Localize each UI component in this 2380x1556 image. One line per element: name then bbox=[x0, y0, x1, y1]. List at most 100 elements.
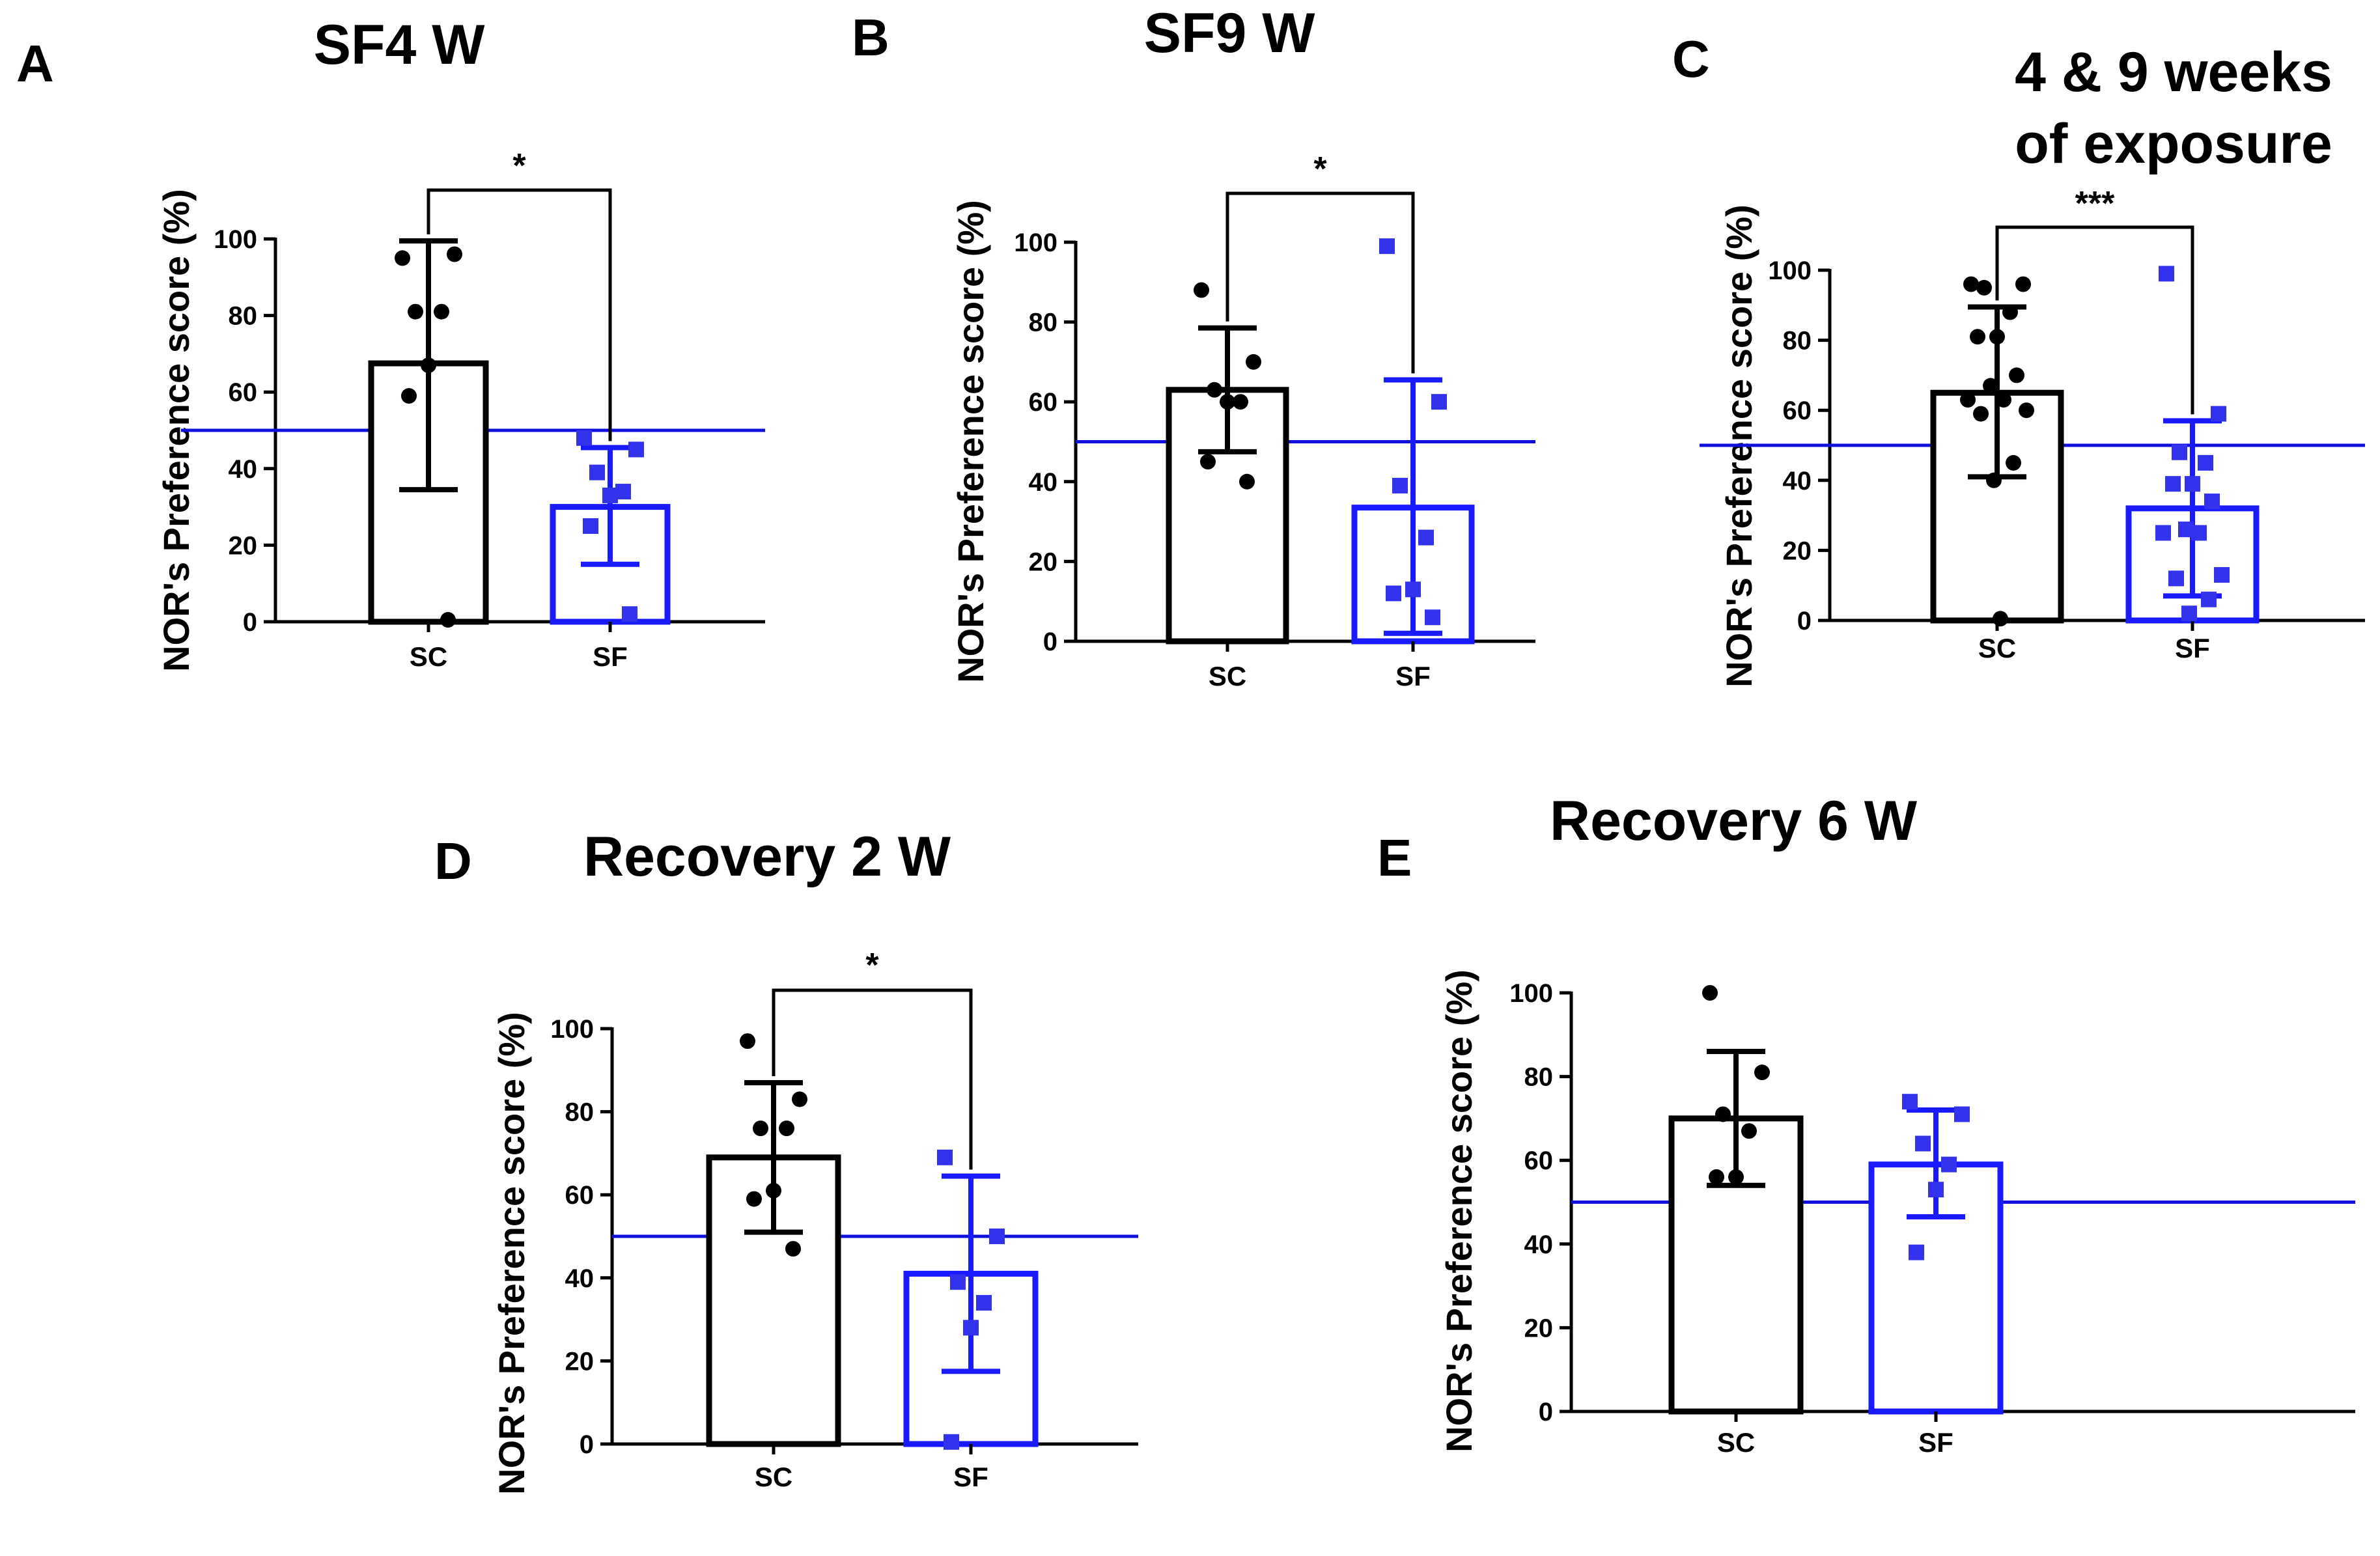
data-point-sc bbox=[1220, 394, 1235, 410]
panel-letter: A bbox=[16, 35, 54, 92]
data-point-sc bbox=[1194, 282, 1209, 298]
data-point-sc bbox=[408, 303, 423, 320]
data-point-sc bbox=[1233, 394, 1248, 410]
data-point-sc bbox=[1709, 1169, 1724, 1185]
data-point-sc bbox=[1715, 1106, 1731, 1122]
data-point-sc bbox=[1989, 329, 2005, 345]
data-point-sf bbox=[2159, 266, 2174, 282]
panel-letter: D bbox=[434, 832, 472, 890]
y-tick-label: 40 bbox=[1524, 1230, 1554, 1259]
x-tick-label: SF bbox=[593, 641, 628, 672]
data-point-sf bbox=[2168, 570, 2184, 587]
y-tick-label: 40 bbox=[229, 455, 258, 484]
data-point-sf bbox=[2155, 525, 2171, 541]
chart-title: SF4 W bbox=[314, 14, 486, 76]
data-point-sf bbox=[602, 487, 618, 503]
y-tick-label: 0 bbox=[1043, 628, 1057, 656]
chart-title: SF9 W bbox=[1144, 2, 1316, 64]
data-point-sf bbox=[1405, 581, 1421, 598]
y-tick-label: 100 bbox=[1014, 229, 1057, 257]
data-point-sc bbox=[766, 1182, 781, 1199]
y-tick-label: 60 bbox=[565, 1181, 595, 1210]
data-point-sf bbox=[976, 1295, 992, 1311]
panel-e: E Recovery 6 W NOR's Preference score (%) 0… bbox=[1377, 790, 2355, 1458]
data-point-sc bbox=[1702, 985, 1718, 1001]
data-point-sf bbox=[1954, 1106, 1970, 1122]
y-axis-label: NOR's Preference score (%) bbox=[1438, 969, 1479, 1452]
data-point-sc bbox=[1246, 354, 1261, 370]
x-tick-label: SC bbox=[1717, 1427, 1755, 1458]
data-point-sc bbox=[1973, 406, 1989, 422]
data-point-sf bbox=[1379, 238, 1395, 255]
data-point-sc bbox=[740, 1033, 755, 1049]
data-point-sf bbox=[628, 441, 644, 458]
data-point-sf bbox=[2201, 591, 2217, 607]
significance-label: * bbox=[512, 147, 526, 185]
data-point-sc bbox=[2002, 304, 2018, 320]
data-point-sc bbox=[1754, 1064, 1770, 1081]
y-tick-label: 20 bbox=[1029, 548, 1058, 576]
y-tick-label: 80 bbox=[1783, 327, 1812, 355]
y-tick-label: 60 bbox=[1029, 388, 1058, 417]
data-point-sc bbox=[434, 303, 449, 320]
data-point-sc bbox=[421, 357, 436, 374]
significance-label: * bbox=[1313, 150, 1327, 188]
data-point-sc bbox=[2009, 367, 2024, 383]
y-tick-label: 100 bbox=[214, 225, 257, 254]
data-point-sf bbox=[944, 1434, 959, 1450]
data-point-sf bbox=[2214, 567, 2230, 583]
panel-letter: C bbox=[1672, 30, 1710, 88]
significance-bracket bbox=[1995, 225, 2194, 415]
data-point-sf bbox=[2198, 454, 2213, 471]
data-point-sf bbox=[583, 518, 598, 534]
data-point-sf bbox=[1928, 1182, 1944, 1198]
data-point-sc bbox=[1986, 472, 2002, 488]
data-point-sc bbox=[753, 1120, 768, 1137]
x-tick-label: SC bbox=[755, 1462, 792, 1492]
y-tick-label: 20 bbox=[565, 1347, 595, 1376]
data-point-sc bbox=[1728, 1169, 1744, 1185]
y-tick-label: 20 bbox=[1783, 536, 1812, 565]
y-tick-label: 0 bbox=[243, 608, 257, 637]
panel-b: B SF9 W NOR's Preference score (%) 0 20 40 60 8… bbox=[852, 2, 1535, 691]
data-point-sc bbox=[2015, 276, 2031, 292]
significance-label: *** bbox=[2075, 185, 2115, 223]
y-tick-label: 80 bbox=[1524, 1063, 1554, 1092]
y-tick-label: 80 bbox=[229, 302, 258, 331]
data-point-sc bbox=[1239, 473, 1255, 490]
y-tick-label: 40 bbox=[1029, 468, 1058, 497]
data-point-sf bbox=[2172, 444, 2187, 460]
data-point-sc bbox=[1983, 378, 1998, 394]
data-point-sc bbox=[746, 1191, 762, 1207]
y-tick-label: 20 bbox=[229, 531, 258, 560]
y-tick-label: 0 bbox=[1539, 1398, 1553, 1426]
data-point-sc bbox=[1200, 454, 1216, 470]
y-tick-label: 100 bbox=[1509, 979, 1553, 1008]
chart-title-line: 4 & 9 weeks bbox=[2015, 41, 2332, 104]
y-tick-label: 40 bbox=[565, 1264, 595, 1293]
data-point-sc bbox=[1960, 392, 1976, 408]
panel-letter: B bbox=[852, 8, 889, 66]
data-point-sf bbox=[950, 1274, 966, 1290]
data-point-sc bbox=[447, 246, 462, 262]
data-point-sf bbox=[2204, 493, 2220, 510]
data-point-sf bbox=[1418, 529, 1434, 546]
data-point-sf bbox=[589, 464, 605, 480]
data-point-sf bbox=[622, 606, 637, 622]
chart-title: Recovery 6 W bbox=[1550, 790, 1918, 852]
y-axis-label: NOR's Preference score (%) bbox=[950, 200, 991, 683]
y-tick-label: 20 bbox=[1524, 1314, 1554, 1342]
data-point-sf bbox=[1431, 394, 1447, 410]
data-point-sc bbox=[1207, 382, 1222, 398]
data-point-sf bbox=[2181, 605, 2197, 622]
x-tick-label: SC bbox=[410, 641, 447, 672]
data-point-sc bbox=[395, 250, 410, 266]
panel-letter: E bbox=[1377, 829, 1412, 887]
y-tick-label: 80 bbox=[1029, 309, 1058, 337]
data-point-sf bbox=[1941, 1156, 1957, 1173]
data-point-sc bbox=[1993, 611, 2008, 627]
data-point-sc bbox=[1963, 276, 1979, 292]
data-point-sc bbox=[1970, 329, 1985, 345]
